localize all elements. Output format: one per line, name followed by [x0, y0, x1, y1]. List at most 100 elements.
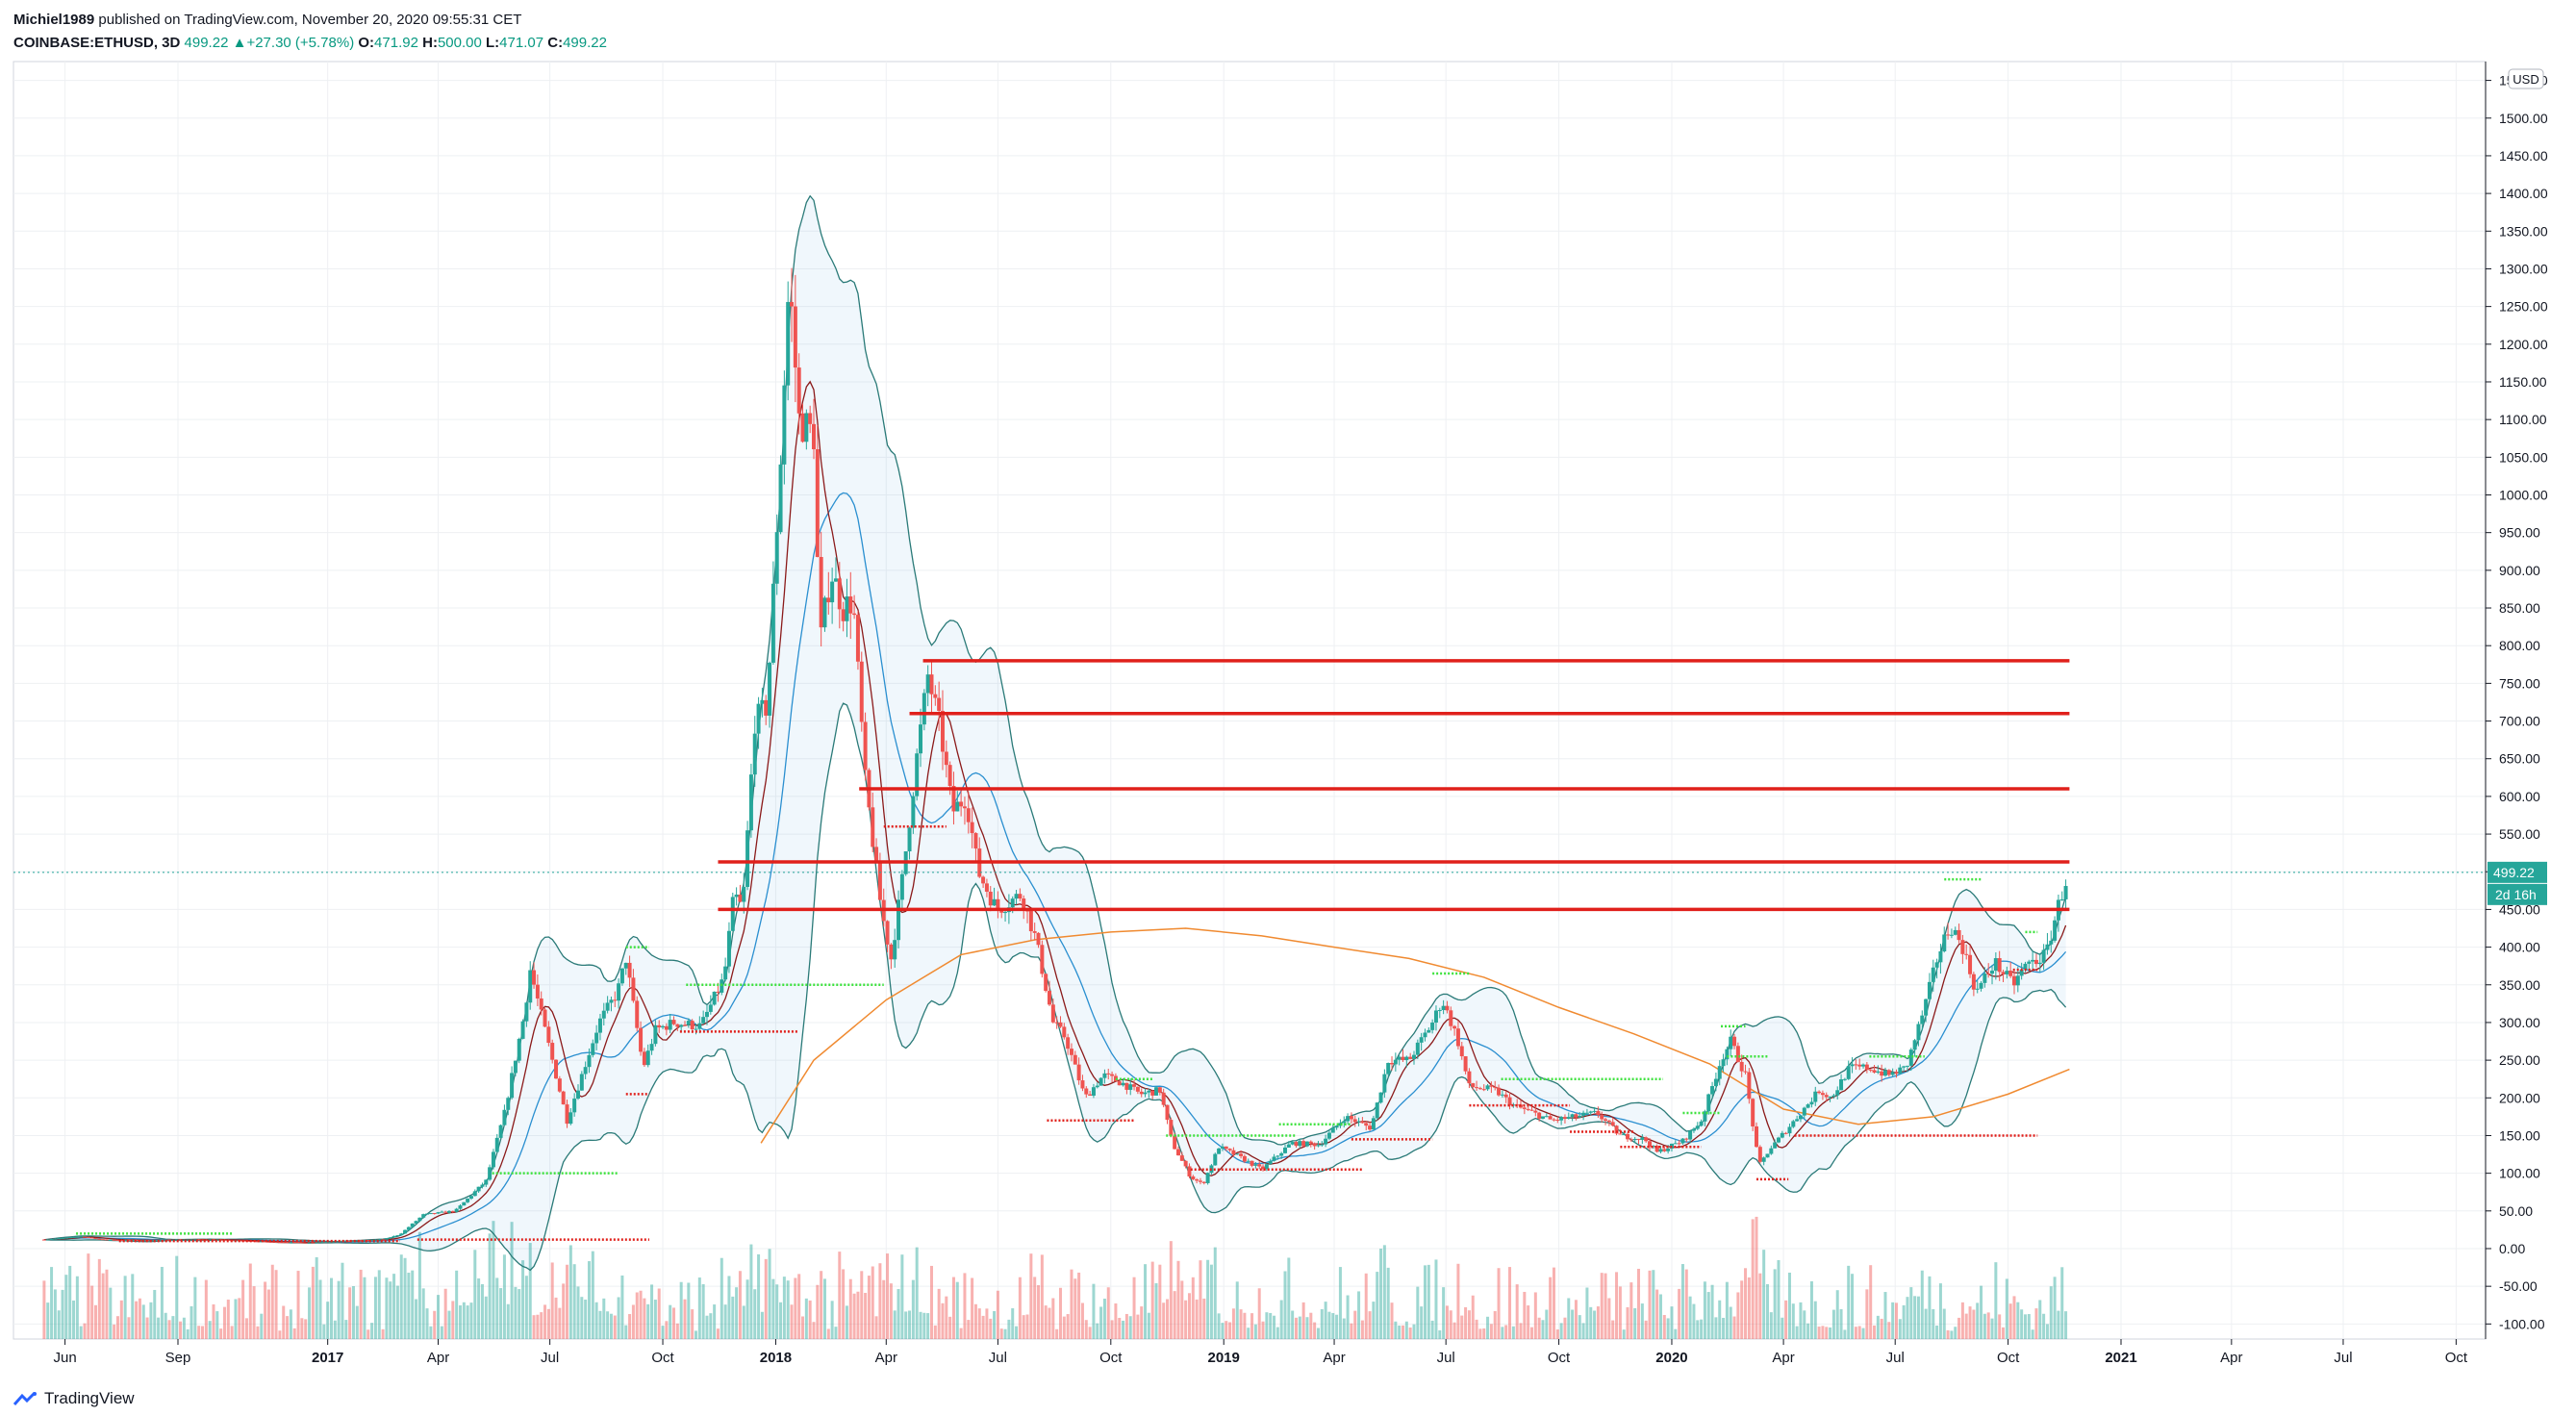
candle-body [1342, 1121, 1347, 1124]
candle-body [587, 1054, 592, 1068]
candle-body [97, 1238, 102, 1240]
candle-body [1688, 1130, 1693, 1140]
volume-bar [1269, 1312, 1273, 1339]
y-tick-label: 1000.00 [2499, 488, 2548, 503]
volume-bar [64, 1275, 68, 1339]
candle-body [417, 1217, 422, 1222]
volume-bar [687, 1282, 691, 1339]
tradingview-logo[interactable]: TradingView [13, 1389, 135, 1408]
candle-body [1334, 1125, 1339, 1128]
volume-bar [919, 1311, 922, 1339]
volume-bar [171, 1316, 175, 1339]
volume-bar [1916, 1296, 1920, 1339]
candle-body [89, 1237, 94, 1239]
candle-body [1735, 1046, 1740, 1062]
volume-bar [222, 1306, 226, 1339]
candle-body [893, 940, 897, 960]
volume-bar [359, 1269, 363, 1339]
volume-bar [458, 1305, 462, 1339]
author-name[interactable]: Michiel1989 [13, 12, 95, 28]
candle-body [1993, 958, 1998, 972]
volume-bar [1338, 1267, 1342, 1339]
volume-bar [694, 1330, 697, 1339]
volume-bar [1688, 1296, 1692, 1339]
volume-bar [1353, 1310, 1357, 1339]
candle-body [2059, 898, 2064, 900]
volume-bar [1869, 1265, 1873, 1339]
candle-body [1481, 1089, 1486, 1091]
candle-body [1751, 1099, 1755, 1126]
volume-bar [344, 1320, 348, 1339]
volume-bar [2002, 1327, 2006, 1339]
candle-body [619, 968, 624, 984]
volume-bar [874, 1316, 878, 1339]
volume-bar [1390, 1302, 1394, 1339]
candle-body [1036, 932, 1041, 946]
candle-body [1570, 1114, 1575, 1118]
candle-body [1562, 1117, 1567, 1119]
volume-bar [417, 1231, 421, 1339]
last-price: 499.22 [184, 35, 229, 51]
candle-body [2015, 975, 2020, 986]
candle-body [458, 1205, 463, 1209]
volume-bar [1184, 1300, 1188, 1339]
candle-body [1066, 1037, 1071, 1049]
volume-bar [1044, 1305, 1048, 1339]
volume-bar [852, 1293, 856, 1339]
candle-body [701, 1017, 706, 1024]
volume-bar [1048, 1307, 1051, 1339]
close-value: 499.22 [563, 35, 607, 51]
candle-body [45, 1239, 50, 1241]
volume-bar [145, 1317, 149, 1339]
candle-body [1916, 1024, 1921, 1041]
volume-bar [392, 1274, 396, 1339]
candle-body [565, 1104, 569, 1125]
volume-bar [709, 1313, 713, 1339]
candle-body [723, 966, 728, 980]
volume-bar [1273, 1315, 1276, 1339]
volume-bar [1394, 1321, 1398, 1339]
x-tick-label: Oct [651, 1350, 674, 1366]
candle-body [1423, 1032, 1427, 1038]
symbol-name[interactable]: COINBASE:ETHUSD, 3D [13, 35, 181, 51]
candle-body [1684, 1138, 1689, 1140]
candle-body [303, 1242, 308, 1244]
countdown-label: 2d 16h [2495, 887, 2537, 902]
candle-body [1817, 1091, 1822, 1094]
candle-body [1467, 1071, 1472, 1084]
volume-bar [1382, 1245, 1386, 1339]
candle-body [1161, 1092, 1166, 1105]
candle-body [532, 970, 537, 985]
candle-body [1813, 1091, 1818, 1102]
volume-bar [115, 1316, 119, 1339]
volume-bar [723, 1304, 727, 1339]
volume-bar [1051, 1298, 1055, 1339]
volume-bar [1294, 1317, 1298, 1339]
volume-bar [1092, 1283, 1096, 1339]
candle-body [2041, 949, 2046, 963]
volume-bar [1655, 1289, 1659, 1339]
volume-bar [1692, 1303, 1696, 1339]
x-tick-label: 2019 [1208, 1350, 1240, 1366]
volume-bar [1250, 1313, 1254, 1339]
candle-body [668, 1020, 672, 1030]
volume-bar [1331, 1313, 1335, 1339]
volume-bar [2045, 1324, 2049, 1339]
candle-body [1968, 954, 1973, 974]
candle-body [484, 1179, 489, 1185]
volume-bar [705, 1315, 709, 1339]
volume-bar [1898, 1319, 1902, 1339]
volume-bar [256, 1326, 260, 1339]
candle-body [855, 615, 860, 662]
candle-body [1346, 1116, 1351, 1122]
volume-bar [1529, 1327, 1533, 1339]
candle-body [1050, 1004, 1055, 1023]
candle-body [1886, 1070, 1891, 1075]
volume-bar [963, 1273, 967, 1339]
volume-bar [1070, 1269, 1073, 1339]
candle-body [1658, 1149, 1663, 1152]
candle-body [1485, 1085, 1490, 1090]
volume-bar [1456, 1263, 1460, 1339]
candle-body [561, 1091, 566, 1105]
